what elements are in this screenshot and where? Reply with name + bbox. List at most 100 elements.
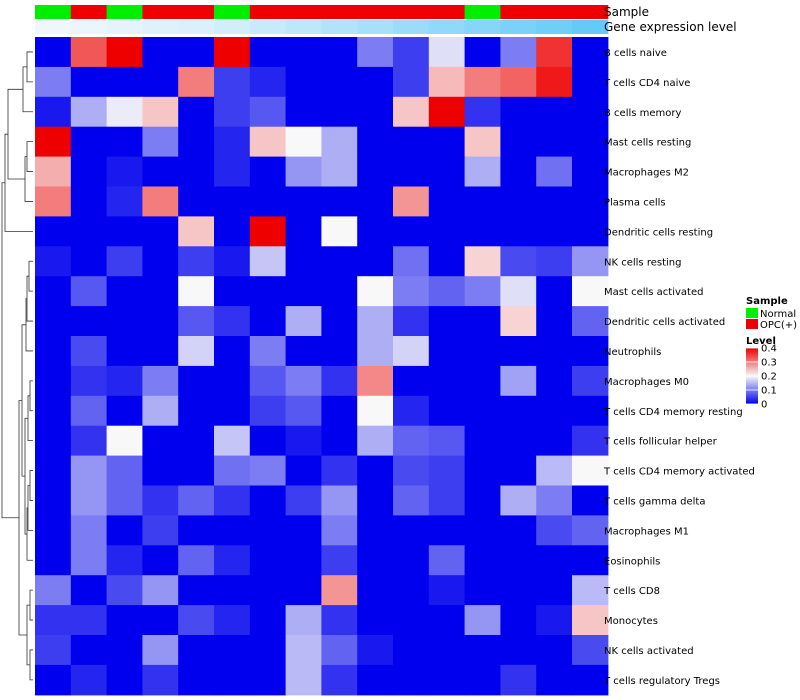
row-label: T cells gamma delta: [603, 496, 705, 507]
expression-annotation-cell: [178, 20, 215, 34]
heatmap-cell: [357, 605, 394, 636]
heatmap-cell: [178, 395, 215, 427]
heatmap-cell: [428, 186, 466, 217]
heatmap-cell: [106, 336, 143, 367]
row-label: Plasma cells: [604, 197, 666, 208]
heatmap-cell: [500, 605, 537, 636]
heatmap-cell: [393, 126, 430, 158]
row-label: T cells regulatory Tregs: [603, 676, 720, 687]
heatmap-cell: [249, 246, 287, 277]
heatmap-cell: [178, 635, 215, 666]
heatmap-cell: [393, 365, 430, 397]
row-label: T cells CD4 memory resting: [603, 407, 743, 418]
heatmap-cell: [572, 126, 609, 158]
heatmap-cell: [393, 246, 430, 277]
heatmap-cell: [536, 395, 573, 427]
heatmap-cell: [249, 455, 287, 487]
heatmap-cell: [70, 395, 108, 427]
heatmap-cell: [500, 37, 537, 68]
heatmap-cell: [106, 156, 143, 188]
heatmap-cell: [500, 395, 537, 427]
heatmap-cell: [142, 485, 179, 516]
heatmap-cell: [500, 545, 537, 576]
heatmap-cell: [70, 336, 108, 367]
heatmap-cell: [464, 455, 501, 487]
heatmap-cell: [393, 664, 430, 696]
heatmap-cell: [142, 126, 179, 158]
heatmap-cell: [70, 276, 108, 307]
expression-annotation-cell: [357, 20, 394, 34]
heatmap-cell: [321, 365, 358, 397]
heatmap-cell: [536, 425, 573, 457]
heatmap-cell: [428, 276, 466, 307]
heatmap-cell: [70, 365, 108, 397]
heatmap-cell: [70, 66, 108, 98]
row-label: Macrophages M1: [604, 526, 689, 537]
expression-annotation-cell: [464, 20, 501, 34]
heatmap-cell: [214, 545, 251, 576]
row-label: Neutrophils: [604, 347, 661, 358]
heatmap-cell: [285, 425, 322, 457]
heatmap-cell: [464, 306, 501, 337]
sample-annotation-cell: [393, 5, 430, 19]
heatmap-cell: [428, 66, 466, 98]
heatmap-cell: [249, 395, 287, 427]
heatmap-cell: [35, 216, 72, 247]
sample-annotation-cell: [428, 5, 466, 19]
expression-annotation-cell: [214, 20, 251, 34]
expression-annotation-cell: [572, 20, 609, 34]
heatmap-cell: [536, 246, 573, 277]
heatmap-cell: [70, 664, 108, 696]
heatmap-cell: [285, 455, 322, 487]
heatmap-cell: [357, 126, 394, 158]
heatmap-cell: [142, 455, 179, 487]
heatmap-cell: [142, 336, 179, 367]
heatmap-cell: [357, 664, 394, 696]
legend-level-tick-label: 0.4: [761, 344, 777, 355]
heatmap-cell: [393, 336, 430, 367]
heatmap-cell: [249, 664, 287, 696]
heatmap-cell: [249, 485, 287, 516]
heatmap-cell: [249, 545, 287, 576]
heatmap-cell: [572, 455, 609, 487]
heatmap-cell: [35, 96, 72, 128]
heatmap-cell: [214, 664, 251, 696]
heatmap-cell: [321, 186, 358, 217]
heatmap-cell: [249, 186, 287, 217]
heatmap-cell: [106, 276, 143, 307]
heatmap-cell: [536, 66, 573, 98]
heatmap-cell: [285, 126, 322, 158]
expression-annotation-cell: [285, 20, 322, 34]
heatmap-cell: [464, 545, 501, 576]
row-label: Macrophages M0: [604, 377, 689, 388]
heatmap-cell: [500, 276, 537, 307]
row-label: Eosinophils: [604, 556, 660, 567]
heatmap-cell: [178, 455, 215, 487]
legend-level-ticks: 0.4 0.3 0.2 0.1 0: [746, 344, 777, 411]
heatmap-cell: [393, 96, 430, 128]
heatmap-cell: [35, 336, 72, 367]
heatmap-cell: [35, 186, 72, 217]
heatmap-cell: [393, 276, 430, 307]
heatmap-cell: [35, 635, 72, 666]
heatmap-cell: [500, 664, 537, 696]
heatmap-cell: [428, 156, 466, 188]
heatmap-cell: [428, 216, 466, 247]
heatmap-cell: [35, 246, 72, 277]
row-label: Dendritic cells resting: [604, 227, 713, 238]
heatmap-cell: [178, 605, 215, 636]
heatmap-cell: [464, 575, 501, 606]
heatmap-cell: [464, 66, 501, 98]
row-label: NK cells activated: [604, 646, 694, 657]
heatmap-cell: [572, 216, 609, 247]
heatmap-cell: [357, 635, 394, 666]
heatmap-cell: [321, 485, 358, 516]
heatmap-cell: [35, 126, 72, 158]
heatmap-cell: [285, 605, 322, 636]
heatmap-cell: [249, 515, 287, 546]
heatmap-cell: [393, 545, 430, 576]
row-label: Macrophages M2: [604, 168, 689, 179]
expression-annotation-cell: [536, 20, 573, 34]
heatmap-cell: [249, 37, 287, 68]
heatmap-cell: [428, 365, 466, 397]
